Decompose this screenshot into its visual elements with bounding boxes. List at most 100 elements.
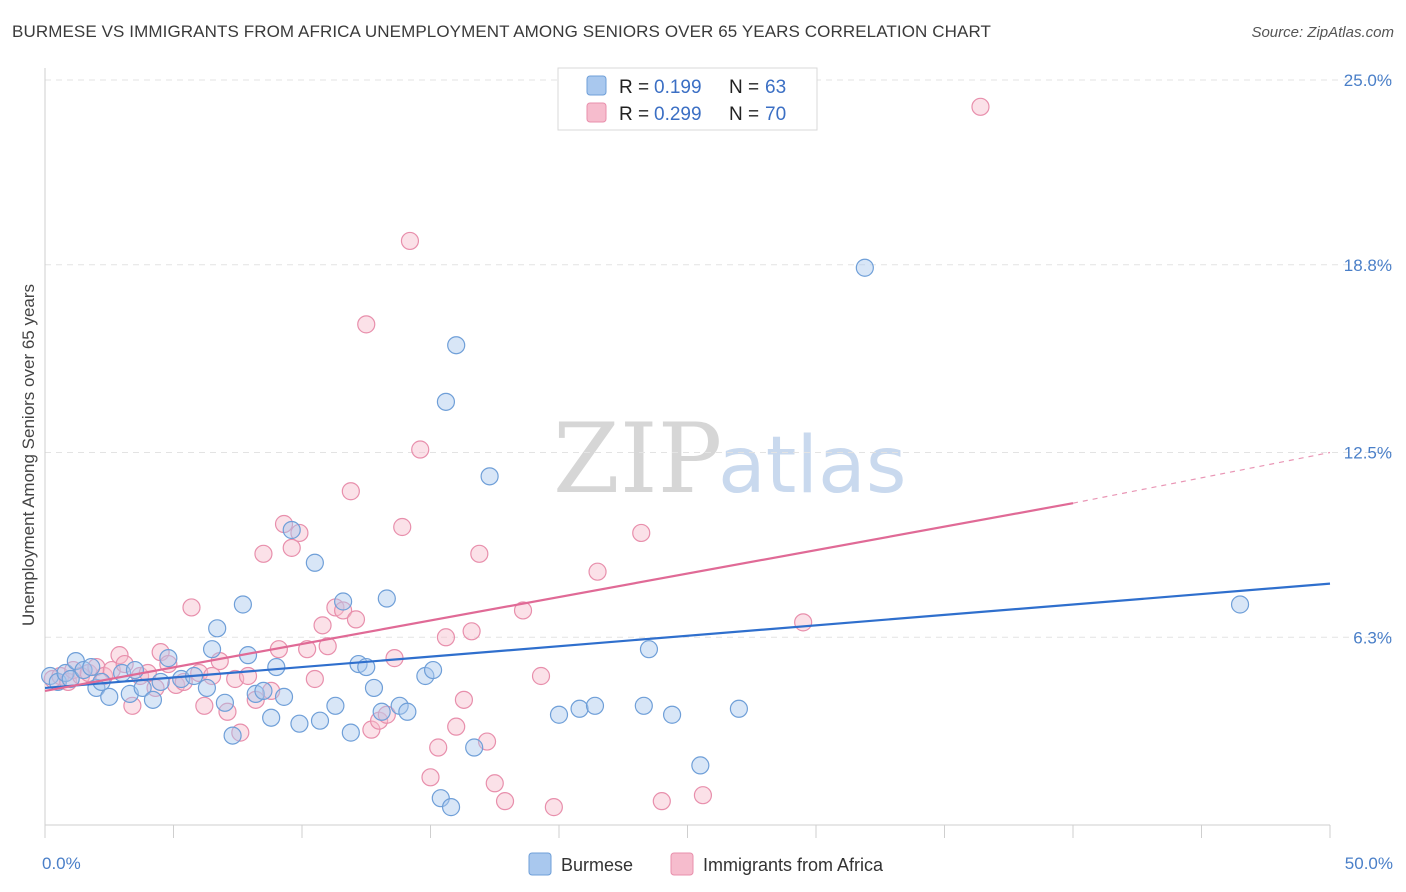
watermark-zip: ZIP — [553, 403, 722, 515]
y-tick-labels: 6.3% 12.5% 18.8% 25.0% — [1344, 71, 1392, 647]
burmese-point — [549, 705, 569, 724]
africa-point — [305, 669, 324, 689]
burmese-point — [855, 258, 874, 277]
legend-r-value-1: 0.299 — [654, 104, 702, 125]
africa-point — [470, 544, 489, 563]
watermark-atlas: atlas — [718, 421, 907, 511]
watermark: ZIP atlas — [553, 403, 907, 515]
legend-n-label-0: N = — [729, 77, 759, 98]
burmese-point — [691, 756, 710, 775]
burmese-point — [398, 702, 417, 721]
burmese-point — [377, 589, 396, 608]
trend-line-burmese — [44, 582, 1331, 690]
burmese-point — [310, 711, 330, 730]
trend-line-africa-extension — [1072, 451, 1331, 504]
y-tick-label: 18.8% — [1344, 256, 1392, 275]
legend-n-value-0: 63 — [765, 77, 786, 98]
burmese-point — [364, 678, 384, 698]
africa-point — [318, 637, 337, 656]
burmese-point — [100, 687, 119, 706]
burmese-point — [662, 705, 682, 724]
axes — [44, 68, 1331, 838]
africa-point — [313, 616, 332, 635]
legend-swatch-burmese — [586, 75, 607, 96]
africa-point — [110, 646, 129, 665]
burmese-point — [274, 687, 294, 706]
africa-point — [693, 786, 713, 805]
burmese-point — [262, 708, 281, 727]
trend-lines — [44, 451, 1331, 692]
burmese-point — [1230, 595, 1250, 614]
burmese-point — [585, 696, 605, 715]
burmese-point — [282, 520, 301, 540]
legend-n-label-1: N = — [729, 104, 759, 125]
burmese-point — [639, 640, 659, 659]
africa-point — [357, 315, 376, 334]
africa-point — [346, 610, 366, 629]
trend-line-africa — [44, 502, 1074, 692]
africa-point — [513, 601, 533, 620]
y-tick-label: 25.0% — [1344, 71, 1392, 90]
burmese-point — [143, 690, 163, 709]
africa-point — [588, 562, 607, 581]
burmese-point — [215, 693, 234, 712]
legend-r-label-0: R = — [619, 77, 649, 98]
legend-n-value-1: 70 — [765, 104, 786, 125]
africa-point — [182, 598, 201, 617]
burmese-point — [372, 702, 391, 721]
africa-point — [282, 538, 301, 557]
x-tick-label-min: 0.0% — [42, 854, 81, 873]
africa-point — [393, 517, 412, 537]
burmese-point — [436, 392, 456, 411]
africa-point — [794, 613, 813, 632]
africa-point — [377, 705, 396, 724]
burmese-point — [151, 672, 170, 692]
africa-point — [652, 792, 671, 811]
africa-point — [485, 774, 504, 793]
bottom-legend: Burmese Immigrants from Africa — [528, 852, 884, 876]
burmese-point — [326, 696, 345, 715]
legend-r-value-0: 0.199 — [654, 77, 702, 98]
africa-point — [341, 482, 360, 501]
africa-point — [632, 523, 651, 543]
chart-title: BURMESE VS IMMIGRANTS FROM AFRICA UNEMPL… — [12, 22, 991, 41]
africa-point — [971, 97, 990, 116]
burmese-point — [305, 553, 324, 572]
africa-point — [298, 640, 317, 659]
y-tick-label: 6.3% — [1353, 628, 1392, 647]
burmese-point — [441, 798, 461, 817]
burmese-point — [570, 699, 589, 718]
bottom-legend-swatch-africa — [670, 852, 694, 876]
africa-point — [454, 690, 474, 709]
source-credit: Source: ZipAtlas.com — [1251, 24, 1394, 41]
africa-point — [195, 696, 214, 715]
burmese-point — [233, 595, 252, 614]
burmese-point — [290, 714, 309, 733]
burmese-point — [159, 649, 178, 668]
bottom-legend-label-africa: Immigrants from Africa — [703, 855, 884, 875]
burmese-point — [729, 699, 749, 718]
burmese-point — [341, 723, 360, 742]
burmese-point — [423, 660, 443, 680]
top-legend: R = 0.199 N = 63 R = 0.299 N = 70 — [557, 67, 818, 131]
africa-point — [254, 544, 273, 563]
burmese-point — [465, 738, 484, 757]
burmese-point — [431, 789, 450, 808]
burmese-point — [480, 467, 499, 486]
africa-point — [421, 768, 440, 787]
africa-point — [436, 628, 456, 647]
africa-point — [400, 231, 420, 251]
burmese-point — [202, 640, 222, 659]
bottom-legend-label-burmese: Burmese — [561, 855, 633, 875]
africa-point — [462, 622, 481, 641]
burmese-point — [223, 726, 242, 745]
burmese-point — [447, 336, 466, 355]
bottom-legend-swatch-burmese — [528, 852, 552, 876]
africa-point — [544, 798, 563, 817]
burmese-point — [267, 657, 286, 677]
gridlines — [45, 79, 1392, 638]
africa-point — [429, 738, 448, 757]
africa-point — [531, 666, 551, 686]
legend-swatch-africa — [586, 102, 607, 123]
